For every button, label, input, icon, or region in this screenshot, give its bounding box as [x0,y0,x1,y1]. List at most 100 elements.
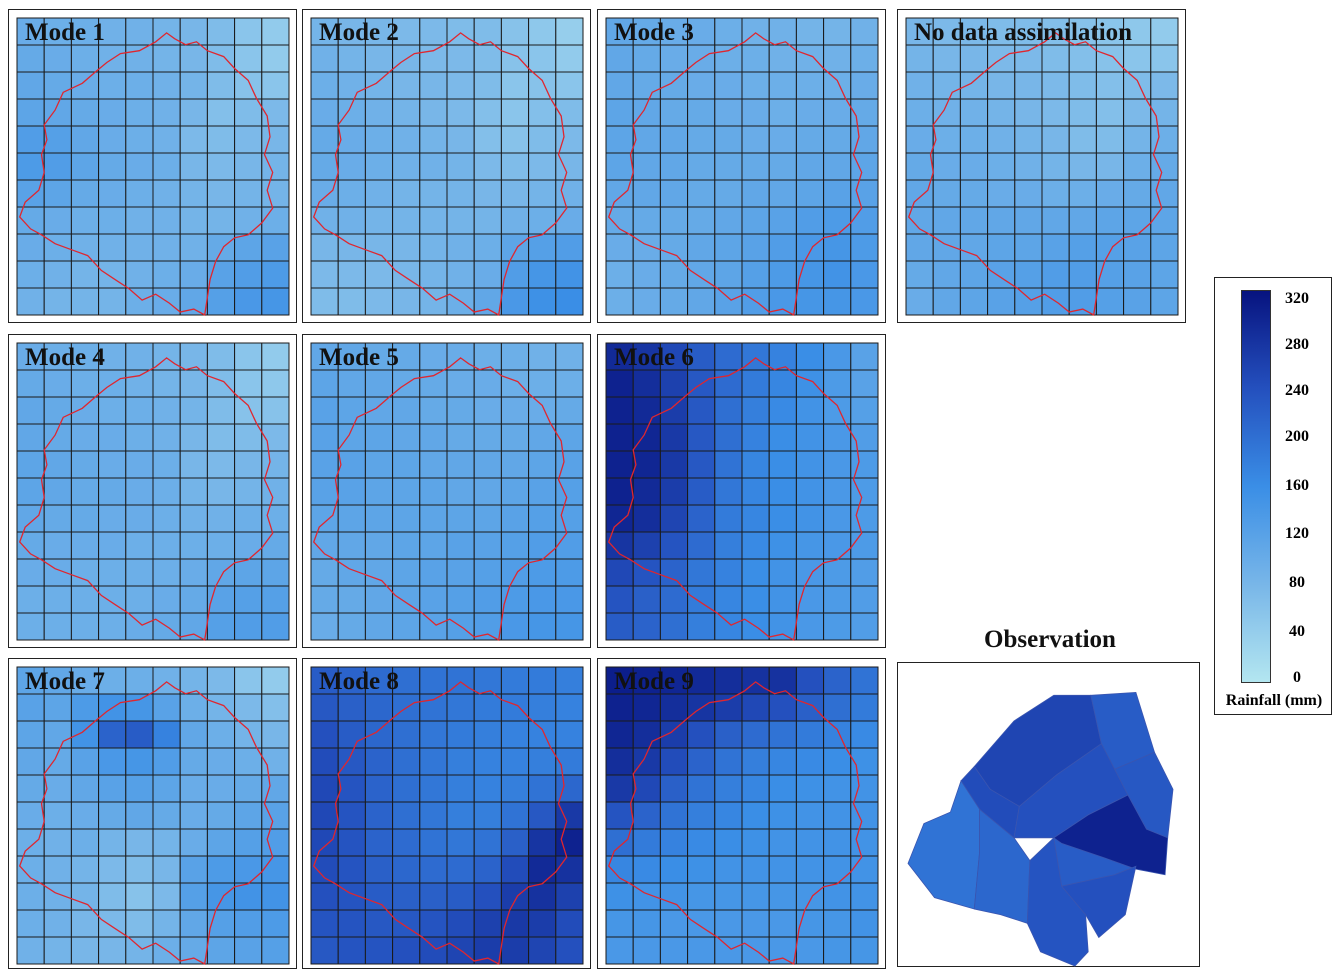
grid-cell [70,260,100,289]
grid-cell [768,423,797,452]
grid-cell [206,342,236,371]
grid-cell [500,179,530,208]
grid-cell [446,369,475,398]
grid-cell [310,855,339,884]
grid-cell [605,450,634,479]
grid-cell [555,342,584,371]
grid-cell [768,531,797,560]
grid-cell [555,206,584,235]
grid-cell [364,720,394,749]
grid-cell [261,206,290,235]
grid-cell [823,152,852,181]
grid-cell [1150,44,1179,73]
grid-cell [555,423,584,452]
grid-cell [659,125,689,154]
grid-cell [823,233,852,262]
grid-cell [741,585,770,614]
grid-cell [795,98,825,127]
grid-cell [605,206,634,235]
grid-cell [1041,152,1070,181]
grid-cell [605,71,634,100]
grid-cell [850,342,879,371]
grid-cell [632,693,661,722]
grid-cell [98,504,127,533]
grid-cell [850,666,879,695]
grid-cell [261,531,290,560]
grid-cell [261,936,290,965]
grid-cell [473,450,502,479]
grid-cell [234,693,263,722]
grid-cell [741,125,770,154]
grid-cell [70,828,100,857]
grid-cell [419,477,448,506]
grid-cell [337,477,366,506]
grid-cell [392,17,421,46]
grid-cell [714,477,743,506]
grid-cell [632,774,661,803]
grid-cell [446,125,475,154]
grid-cell [528,152,557,181]
grid-cell [659,531,689,560]
grid-cell [714,882,743,911]
grid-cell [43,206,72,235]
grid-cell [687,855,716,884]
grid-cell [206,612,236,641]
grid-cell [392,71,421,100]
grid-cell [70,801,100,830]
grid-cell [687,450,716,479]
grid-cell [741,504,770,533]
grid-cell [337,801,366,830]
grid-cell [741,774,770,803]
grid-cell [261,585,290,614]
grid-cell [234,801,263,830]
grid-cell [261,720,290,749]
grid-cell [823,585,852,614]
grid-cell [741,909,770,938]
grid-cell [152,206,181,235]
grid-cell [473,260,502,289]
grid-cell [528,828,557,857]
grid-cell [768,44,797,73]
grid-cell [261,233,290,262]
grid-cell [659,71,689,100]
grid-cell [261,17,290,46]
grid-cell [1014,98,1043,127]
grid-cell [528,531,557,560]
grid-cell [206,125,236,154]
grid-cell [687,801,716,830]
grid-cell [70,369,100,398]
grid-cell [43,179,72,208]
grid-cell [364,801,394,830]
grid-cell [70,504,100,533]
grid-cell [337,882,366,911]
grid-cell [473,855,502,884]
grid-cell [987,125,1016,154]
grid-cell [632,585,661,614]
grid-cell [687,504,716,533]
grid-cell [659,801,689,830]
grid-cell [419,98,448,127]
basin-boundary [312,357,568,642]
grid-cell [179,693,208,722]
grid-cell [1095,125,1125,154]
grid-cell [687,71,716,100]
grid-cell [261,98,290,127]
grid-cell [795,693,825,722]
grid-cell [261,693,290,722]
grid-cell [337,504,366,533]
grid-cell [659,747,689,776]
grid-cell [337,17,366,46]
grid-cell [70,477,100,506]
grid-cell [98,828,127,857]
grid-cell [632,666,661,695]
grid-cell [528,666,557,695]
grid-cell [392,125,421,154]
grid-cell [659,693,689,722]
grid-cell [261,179,290,208]
colorbar-tick: 40 [1289,623,1305,640]
grid-cell [714,369,743,398]
grid-cell [500,720,530,749]
grid-cell [1041,287,1070,316]
grid-cell [364,152,394,181]
grid-cell [152,98,181,127]
